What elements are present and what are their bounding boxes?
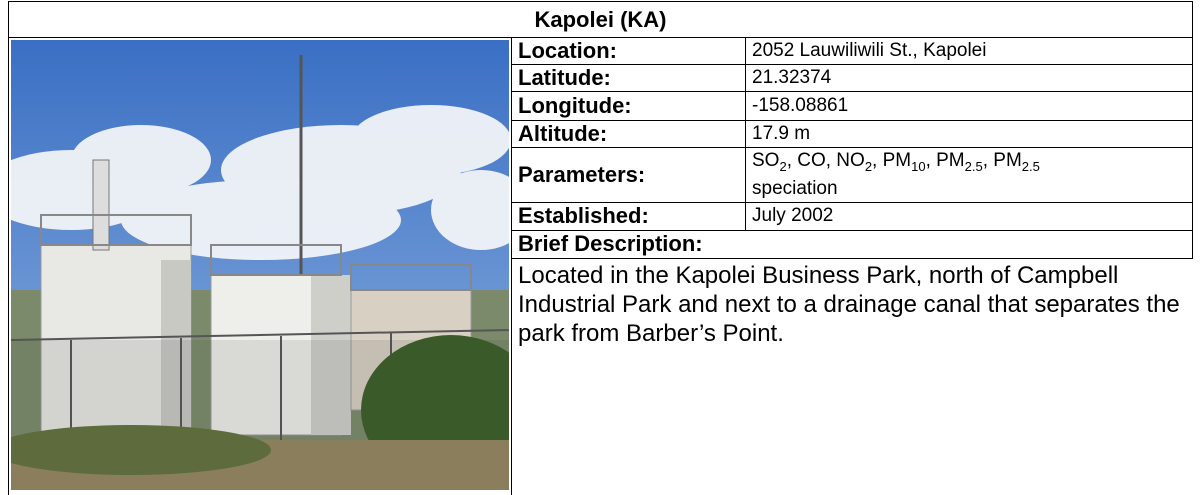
parameter-text: , PM xyxy=(872,150,911,171)
field-value: 21.32374 xyxy=(746,65,1193,92)
parameter-text: , PM xyxy=(926,150,965,171)
field-value: -158.08861 xyxy=(746,92,1193,121)
field-label: Established: xyxy=(512,202,746,230)
parameter-text: speciation xyxy=(752,178,838,199)
page: Kapolei (KA) Location: 2052 Lauwiliwili … xyxy=(0,0,1201,493)
field-label: Altitude: xyxy=(512,121,746,148)
parameter-text: , CO, NO xyxy=(787,150,865,171)
field-value: 17.9 m xyxy=(746,121,1193,148)
parameter-text: , PM xyxy=(983,150,1022,171)
parameter-text: SO xyxy=(752,150,779,171)
field-label: Location: xyxy=(512,38,746,65)
parameters-value: SO2, CO, NO2, PM10, PM2.5, PM2.5 speciat… xyxy=(746,148,1193,202)
subscript: 2 xyxy=(865,159,872,174)
field-value: July 2002 xyxy=(746,202,1193,230)
field-label: Longitude: xyxy=(512,92,746,121)
subscript: 2.5 xyxy=(1022,159,1040,174)
subscript: 2.5 xyxy=(965,159,983,174)
description-label: Brief Description: xyxy=(512,230,1193,258)
subscript: 2 xyxy=(779,159,786,174)
photo-cell xyxy=(9,38,512,495)
field-label: Parameters: xyxy=(512,148,746,202)
site-table: Kapolei (KA) Location: 2052 Lauwiliwili … xyxy=(8,1,1193,495)
field-label: Latitude: xyxy=(512,65,746,92)
site-photo xyxy=(11,40,509,490)
subscript: 10 xyxy=(911,159,925,174)
description-text: Located in the Kapolei Business Park, no… xyxy=(512,258,1193,495)
site-title: Kapolei (KA) xyxy=(9,2,1193,38)
field-value: 2052 Lauwiliwili St., Kapolei xyxy=(746,38,1193,65)
